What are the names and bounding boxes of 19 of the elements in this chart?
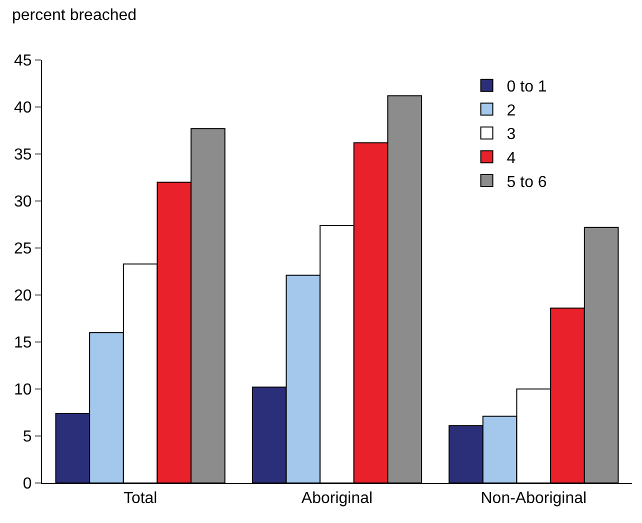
y-tick-label: 10 bbox=[14, 382, 32, 399]
x-tick-label: Total bbox=[123, 490, 158, 508]
y-tick-label: 0 bbox=[22, 476, 32, 493]
legend-label: 5 to 6 bbox=[506, 174, 547, 191]
legend-label: 4 bbox=[506, 150, 516, 167]
y-tick-label: 40 bbox=[14, 100, 32, 117]
y-tick-label: 25 bbox=[14, 240, 32, 258]
y-tick-label: 15 bbox=[14, 334, 32, 352]
x-tick-label: Non-Aboriginal bbox=[480, 490, 587, 508]
y-tick-label: 30 bbox=[14, 194, 32, 211]
x-tick-label: Aboriginal bbox=[301, 490, 373, 508]
legend-label: 0 to 1 bbox=[506, 78, 547, 96]
y-tick-label: 20 bbox=[14, 288, 32, 305]
y-axis-title: percent breached bbox=[12, 7, 137, 24]
y-tick-label: 45 bbox=[14, 52, 32, 70]
y-tick-label: 35 bbox=[14, 146, 32, 164]
legend-label: 2 bbox=[506, 102, 516, 120]
legend-label: 3 bbox=[506, 126, 516, 144]
y-tick-label: 5 bbox=[22, 428, 32, 446]
